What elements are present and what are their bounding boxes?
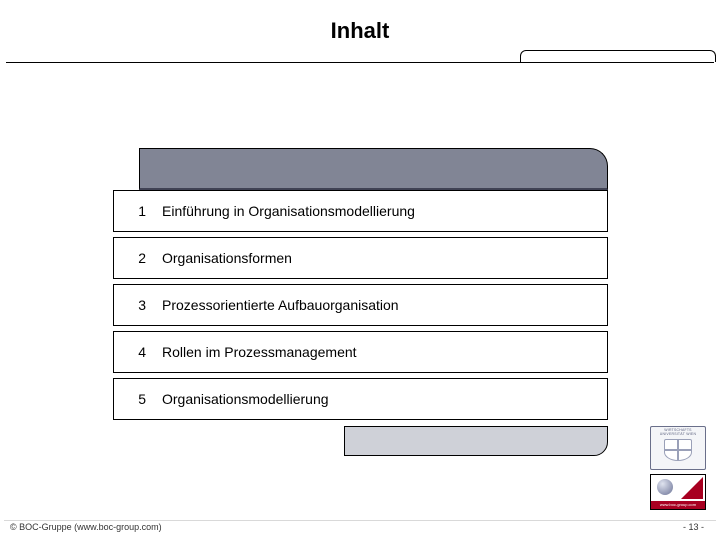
globe-icon: [657, 479, 673, 495]
university-logo-caption: WIRTSCHAFTS UNIVERSITÄT WIEN: [654, 429, 702, 437]
slide: Inhalt 1 Einführung in Organisationsmode…: [0, 0, 720, 540]
toc-row-number: 3: [126, 297, 146, 313]
toc-row-label: Prozessorientierte Aufbauorganisation: [146, 297, 399, 313]
toc-list: 1 Einführung in Organisationsmodellierun…: [113, 190, 608, 425]
toc-row-label: Rollen im Prozessmanagement: [146, 344, 357, 360]
header-tab-right: [520, 50, 716, 62]
toc-row: 2 Organisationsformen: [113, 237, 608, 279]
toc-accent-bar: [139, 148, 608, 190]
boc-logo: www.boc-group.com: [650, 474, 706, 510]
boc-logo-url: www.boc-group.com: [651, 501, 705, 509]
toc-row-number: 2: [126, 250, 146, 266]
toc-bottom-bar: [344, 426, 608, 456]
toc-row-number: 4: [126, 344, 146, 360]
triangle-icon: [681, 477, 703, 499]
toc-row-label: Organisationsformen: [146, 250, 292, 266]
university-logo: WIRTSCHAFTS UNIVERSITÄT WIEN: [650, 426, 706, 470]
boc-logo-bar: www.boc-group.com: [651, 501, 705, 509]
slide-number: - 13 -: [683, 522, 704, 532]
toc-row-label: Einführung in Organisationsmodellierung: [146, 203, 415, 219]
header-rule: [6, 62, 714, 63]
toc-row-label: Organisationsmodellierung: [146, 391, 329, 407]
footer-copyright: © BOC-Gruppe (www.boc-group.com): [10, 522, 162, 532]
toc-row: 3 Prozessorientierte Aufbauorganisation: [113, 284, 608, 326]
page-title: Inhalt: [0, 18, 720, 44]
toc-row-number: 5: [126, 391, 146, 407]
logo-stack: WIRTSCHAFTS UNIVERSITÄT WIEN www.boc-gro…: [646, 426, 710, 510]
toc-row: 1 Einführung in Organisationsmodellierun…: [113, 190, 608, 232]
toc-row-number: 1: [126, 203, 146, 219]
shield-icon: [664, 439, 692, 461]
toc-row: 5 Organisationsmodellierung: [113, 378, 608, 420]
toc-row: 4 Rollen im Prozessmanagement: [113, 331, 608, 373]
